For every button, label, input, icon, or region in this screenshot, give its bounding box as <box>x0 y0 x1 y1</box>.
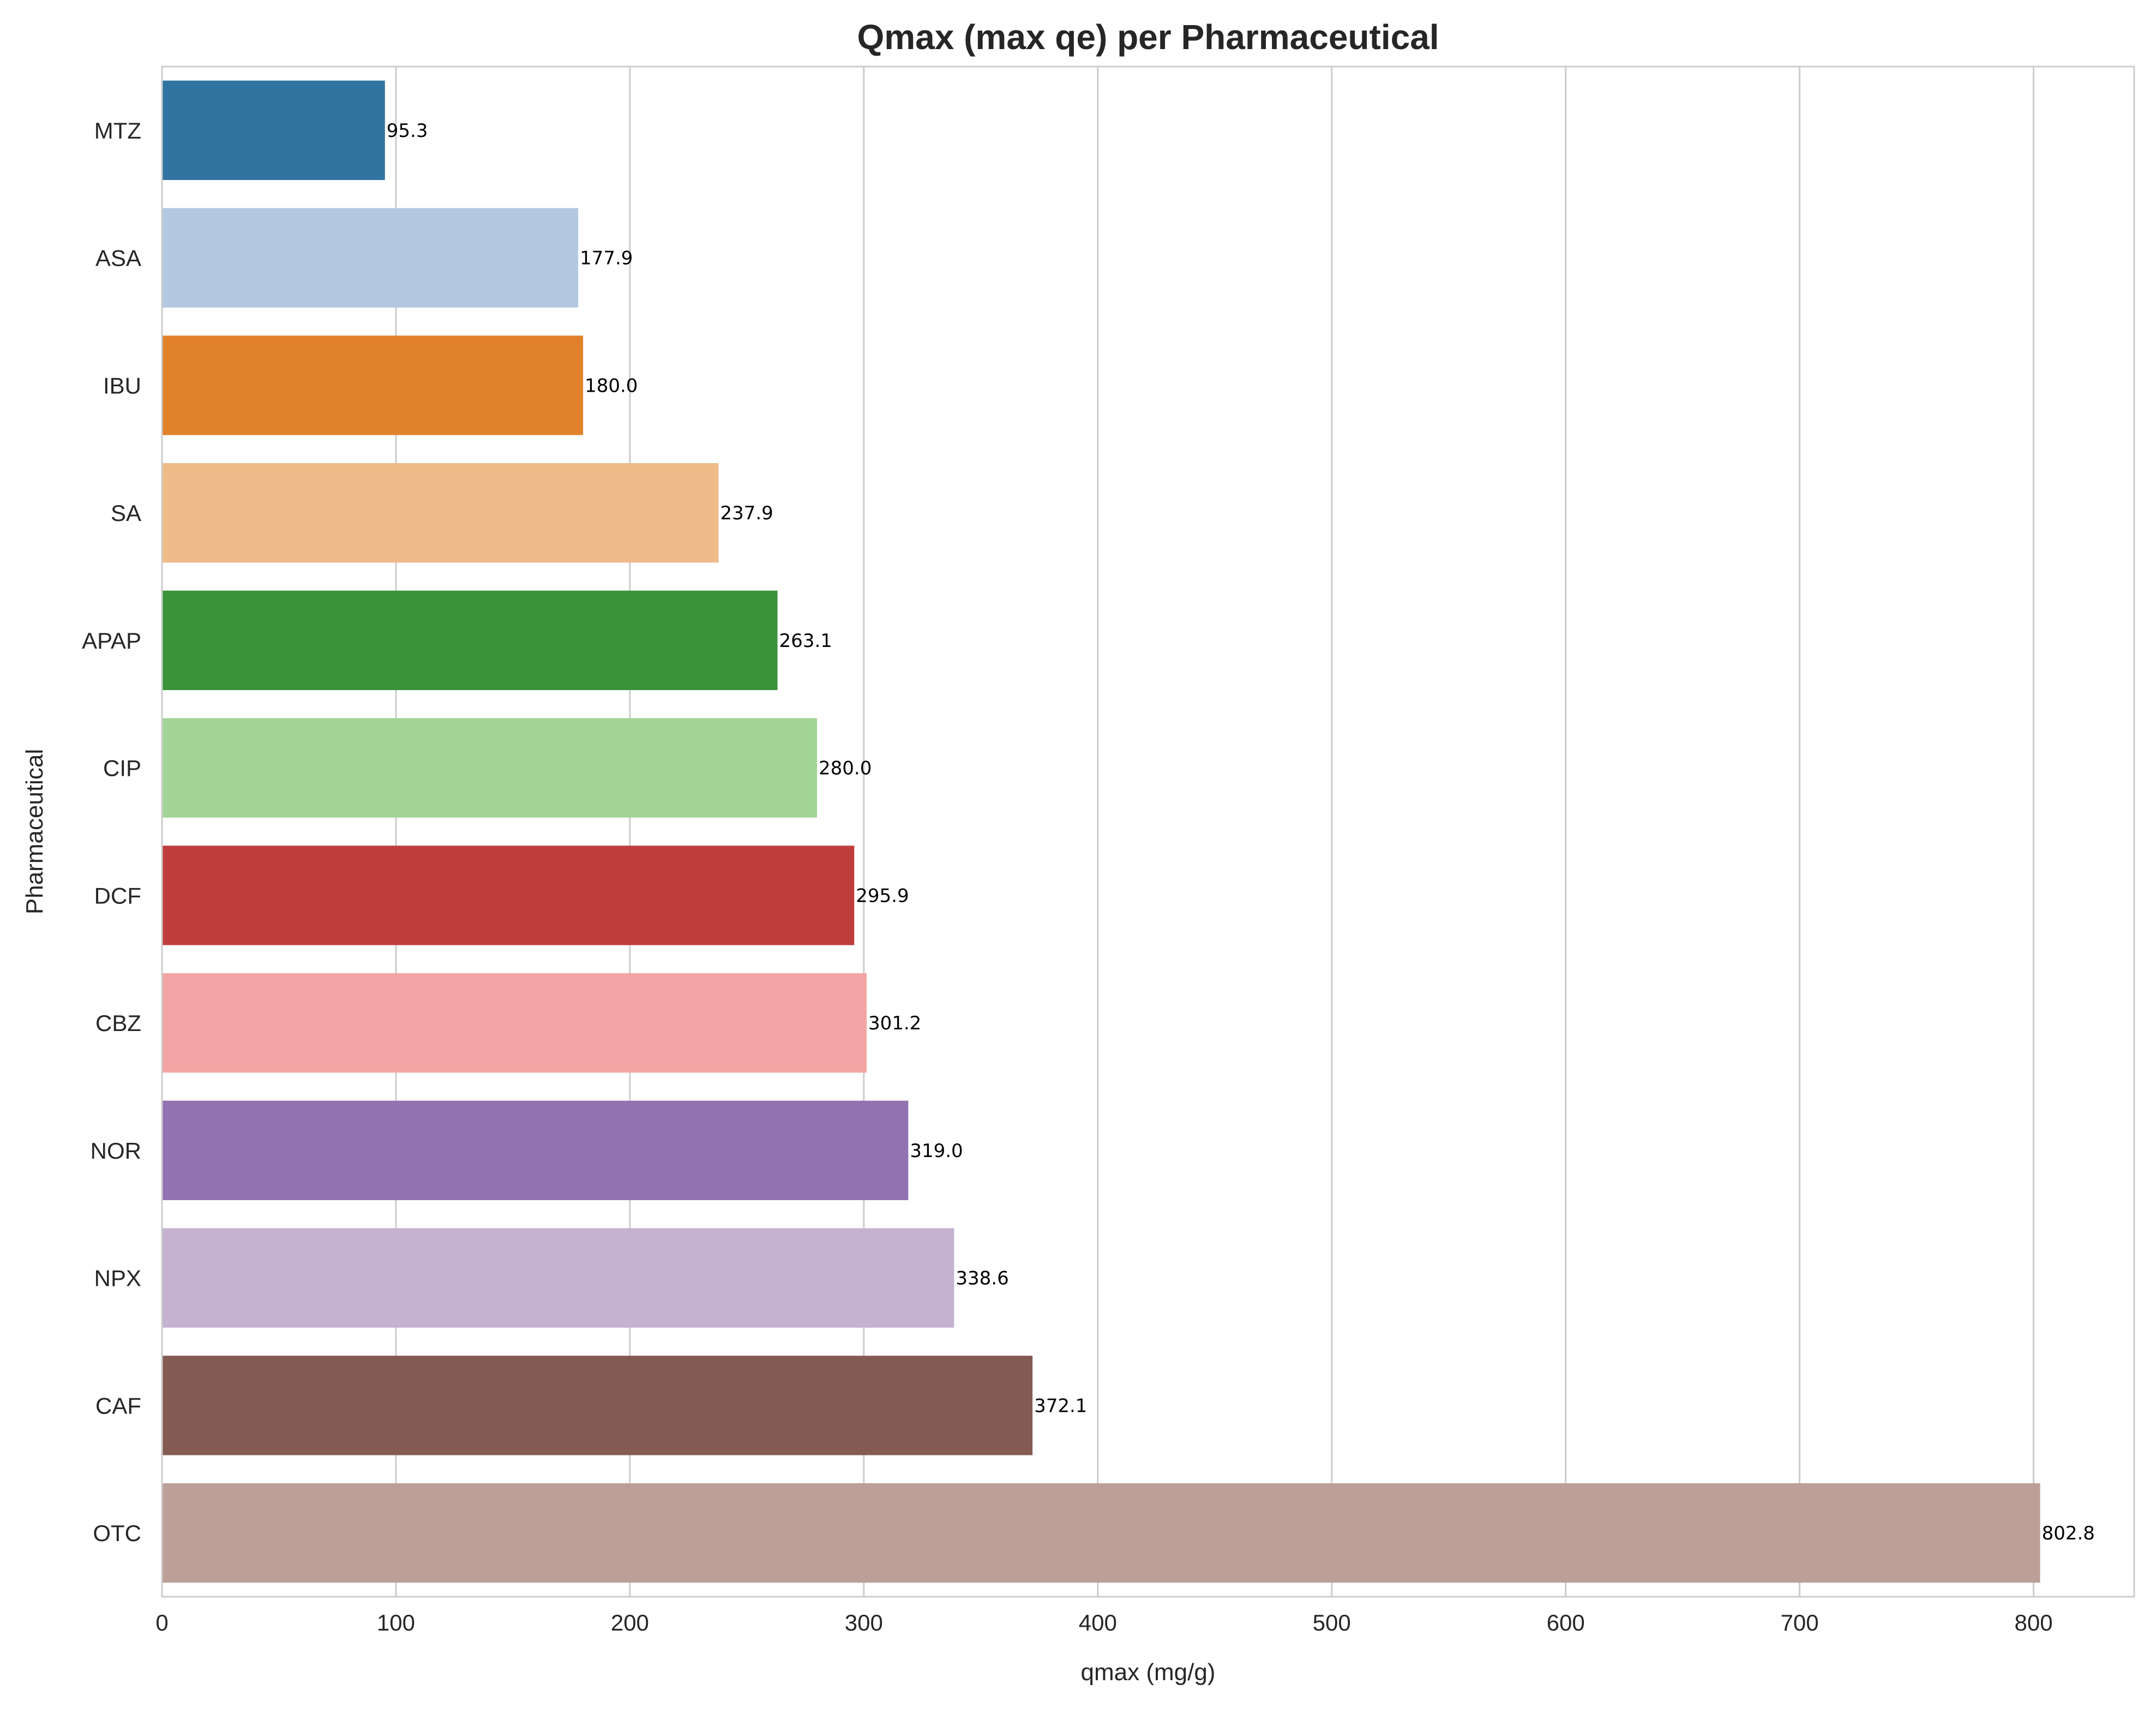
bar-value-label: 177.9 <box>580 248 633 269</box>
value-labels: 95.3 177.9 180.0 237.9 263.1 280.0 295.9 301.2 3… <box>387 120 2095 1544</box>
plot-frame <box>161 65 2135 1598</box>
x-tick-label: 200 <box>611 1610 649 1635</box>
bar <box>162 718 818 818</box>
bar <box>162 973 867 1073</box>
y-tick-label: NOR <box>91 1138 141 1164</box>
bar <box>162 1228 954 1328</box>
bar <box>162 846 855 945</box>
bars <box>162 80 2040 1583</box>
bar-value-label: 263.1 <box>779 630 832 652</box>
x-tick-label: 500 <box>1313 1610 1351 1635</box>
bar <box>162 80 385 181</box>
bar <box>162 590 778 691</box>
y-tick-label: IBU <box>103 373 141 398</box>
bar <box>162 1100 909 1201</box>
bar-value-label: 180.0 <box>585 375 638 397</box>
x-tick-label: 100 <box>377 1610 415 1635</box>
bar-value-label: 301.2 <box>868 1012 921 1034</box>
y-tick-label: CIP <box>103 756 141 781</box>
y-tick-label: APAP <box>82 628 141 654</box>
bar <box>162 335 584 435</box>
chart-title: Qmax (max qe) per Pharmaceutical <box>857 17 1439 57</box>
bar <box>162 208 579 308</box>
x-tick-label: 600 <box>1547 1610 1585 1635</box>
y-tick-label: ASA <box>95 245 141 271</box>
y-tick-label: MTZ <box>94 118 141 143</box>
bar-value-label: 95.3 <box>387 120 428 142</box>
y-tick-label: CAF <box>95 1393 141 1418</box>
bar <box>162 1483 2040 1583</box>
x-tick-label: 400 <box>1079 1610 1117 1635</box>
bar-value-label: 295.9 <box>856 885 909 907</box>
x-tick-label: 300 <box>845 1610 883 1635</box>
bar-value-label: 802.8 <box>2042 1523 2095 1544</box>
bar-value-label: 280.0 <box>819 758 872 780</box>
x-tick-label: 800 <box>2015 1610 2053 1635</box>
y-tick-label: SA <box>111 500 141 526</box>
x-axis-label: qmax (mg/g) <box>1081 1659 1216 1686</box>
bar-value-label: 237.9 <box>720 502 773 524</box>
y-tick-label: OTC <box>93 1520 141 1546</box>
bar-value-label: 372.1 <box>1034 1395 1087 1417</box>
x-tick-label: 0 <box>155 1610 168 1635</box>
y-tick-label: DCF <box>94 883 141 908</box>
bar-value-label: 338.6 <box>956 1268 1008 1290</box>
y-tick-label: NPX <box>94 1266 141 1291</box>
bar <box>162 1356 1033 1455</box>
bar-value-label: 319.0 <box>910 1140 963 1162</box>
bar <box>162 463 719 563</box>
y-axis-label: Pharmaceutical <box>21 749 48 914</box>
x-tick-labels: 0 100 200 300 400 500 600 700 800 <box>155 1610 2052 1635</box>
y-tick-label: CBZ <box>95 1010 141 1036</box>
y-tick-labels: MTZ ASA IBU SA APAP CIP DCF CBZ NOR NPX CAF OTC <box>82 118 141 1546</box>
x-tick-label: 700 <box>1781 1610 1819 1635</box>
